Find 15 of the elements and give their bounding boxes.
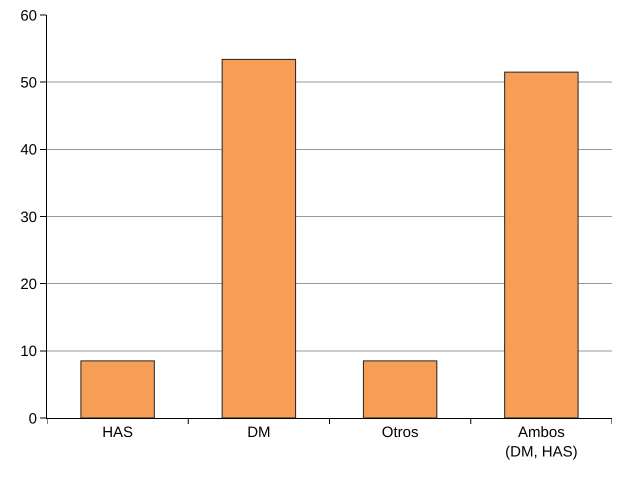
bar xyxy=(222,58,296,418)
x-tick-label: HAS xyxy=(102,424,134,441)
y-tick-label: 50 xyxy=(20,74,37,92)
x-tick-label: Otros xyxy=(382,424,418,441)
x-tick-label: Ambos (DM, HAS) xyxy=(505,424,578,460)
bar xyxy=(504,72,579,418)
y-tick-label: 30 xyxy=(20,208,37,226)
y-tick-label: 60 xyxy=(20,7,37,24)
bar xyxy=(362,360,438,418)
bar xyxy=(80,360,155,418)
x-tick-label: DM xyxy=(247,424,271,441)
y-tick-label: 40 xyxy=(20,142,37,159)
y-tick-label: 0 xyxy=(28,410,37,428)
y-tick-label: 10 xyxy=(20,343,37,360)
y-tick-label: 20 xyxy=(20,276,37,293)
